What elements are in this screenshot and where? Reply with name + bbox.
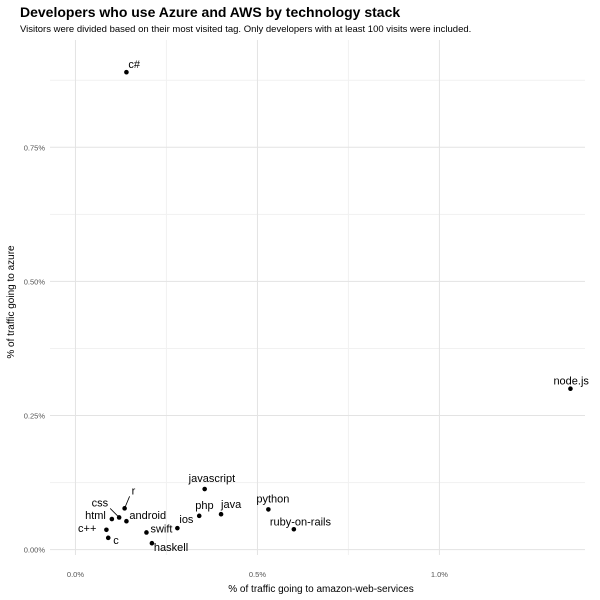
data-point [122, 506, 127, 511]
data-point [196, 513, 202, 519]
point-label: r [132, 485, 136, 497]
point-label: android [129, 510, 166, 522]
data-point [202, 486, 207, 492]
grid-lines [50, 40, 585, 555]
point-label: node.js [553, 376, 589, 388]
point-label: haskell [154, 542, 188, 554]
data-point [144, 530, 149, 535]
point-label: swift [150, 523, 172, 535]
y-axis-ticks: 0.00% 0.25% 0.50% 0.75% [24, 143, 46, 554]
point-label: ruby-on-rails [270, 516, 332, 528]
data-point [116, 515, 122, 520]
data-point [175, 525, 180, 531]
data-point [149, 540, 155, 546]
x-axis-label: % of traffic going to amazon-web-service… [228, 584, 413, 595]
data-point [124, 69, 129, 75]
point-label: java [220, 499, 242, 511]
point-label: javascript [188, 473, 235, 485]
x-tick-label: 1.0% [431, 570, 448, 579]
label-leader-lines [109, 496, 130, 518]
point-label: html [85, 510, 106, 522]
x-tick-label: 0.5% [249, 570, 266, 579]
point-label: ios [179, 514, 194, 526]
data-point [291, 526, 297, 532]
y-axis-label: % of traffic going to azure [6, 245, 17, 359]
y-tick-label: 0.25% [24, 412, 46, 421]
y-tick-label: 0.00% [24, 546, 46, 555]
data-point [104, 527, 109, 533]
data-point [124, 518, 129, 524]
point-label: c# [128, 59, 141, 71]
data-points [104, 69, 573, 546]
chart-subtitle: Visitors were divided based on their mos… [20, 24, 472, 35]
point-label: python [256, 493, 289, 505]
data-point [266, 507, 271, 512]
y-tick-label: 0.50% [24, 277, 46, 286]
point-labels: c# node.js javascript python php java ruby-on-… [78, 59, 589, 554]
y-tick-label: 0.75% [24, 143, 46, 152]
data-point [568, 386, 573, 391]
data-point [109, 516, 115, 522]
x-tick-label: 0.0% [67, 570, 84, 579]
point-label: c [113, 535, 119, 547]
chart-title: Developers who use Azure and AWS by tech… [20, 4, 401, 20]
point-label: css [92, 497, 109, 509]
data-point [218, 511, 224, 517]
point-label: c++ [78, 523, 96, 535]
x-axis-ticks: 0.0% 0.5% 1.0% [67, 570, 448, 579]
data-point [105, 535, 111, 541]
point-label: php [195, 500, 213, 512]
